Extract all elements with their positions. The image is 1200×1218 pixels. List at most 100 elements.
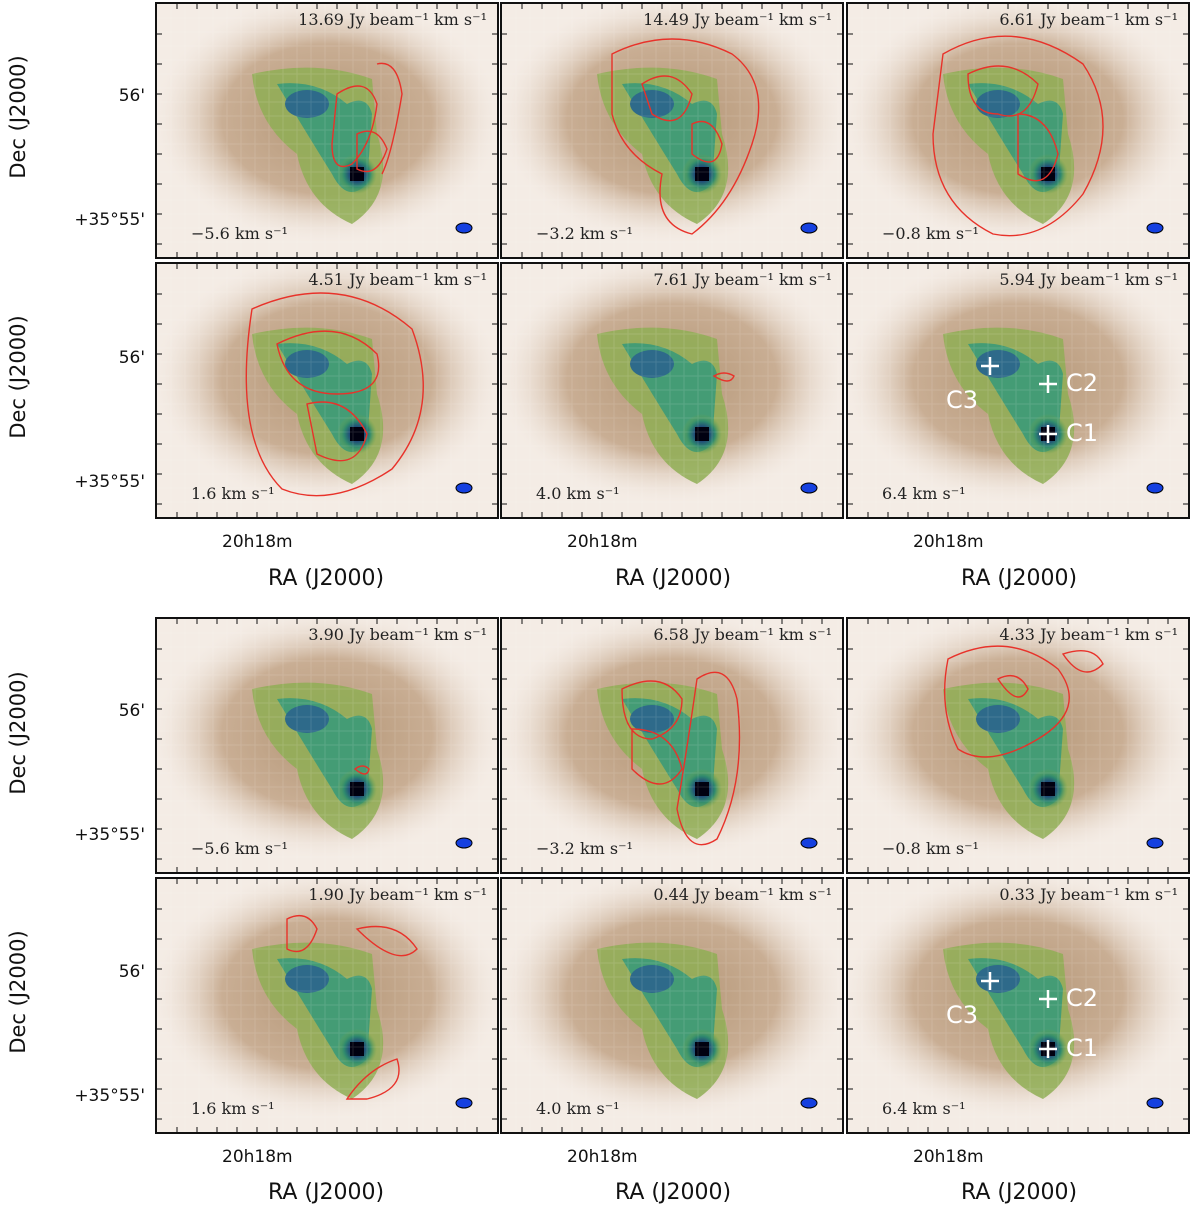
- intensity-map: [157, 619, 497, 872]
- contour: [996, 675, 1029, 698]
- y-axis-label: Dec (J2000): [6, 671, 30, 795]
- flux-label: 7.61 Jy beam⁻¹ km s⁻¹: [653, 270, 832, 289]
- contour: [641, 75, 693, 122]
- flux-label: 6.61 Jy beam⁻¹ km s⁻¹: [999, 10, 1178, 29]
- pixel-grid: [848, 879, 1188, 1132]
- pixel-grid: [502, 619, 842, 872]
- pixel-grid: [157, 619, 497, 872]
- channel-panel-10: 1.90 Jy beam⁻¹ km s⁻¹ 1.6 km s⁻¹: [155, 877, 499, 1134]
- x-axis-label: RA (J2000): [614, 1180, 732, 1205]
- channel-panel-1: 13.69 Jy beam⁻¹ km s⁻¹ −5.6 km s⁻¹: [155, 2, 499, 259]
- beam-ellipse: [455, 222, 473, 234]
- source-label-c3: C3: [946, 386, 979, 414]
- velocity-label: −5.6 km s⁻¹: [191, 839, 288, 858]
- source-label-c1: C1: [1066, 419, 1099, 447]
- contour: [944, 645, 1070, 758]
- y-tick-56: 56': [118, 86, 145, 106]
- flux-label: 13.69 Jy beam⁻¹ km s⁻¹: [298, 10, 487, 29]
- y-tick-56: 56': [118, 701, 145, 721]
- intensity-map: [157, 879, 497, 1132]
- y-tick-3555: +35°55': [74, 825, 145, 845]
- velocity-label: 4.0 km s⁻¹: [536, 484, 620, 503]
- channel-panel-3: 6.61 Jy beam⁻¹ km s⁻¹ −0.8 km s⁻¹: [846, 2, 1190, 259]
- contour: [676, 671, 741, 846]
- x-axis-label: RA (J2000): [614, 566, 732, 591]
- velocity-label: −0.8 km s⁻¹: [882, 839, 979, 858]
- x-tick: 20h18m: [222, 1147, 293, 1167]
- pixel-grid: [502, 264, 842, 517]
- contour: [245, 292, 424, 497]
- pixel-grid: [848, 264, 1188, 517]
- beam-ellipse: [455, 482, 473, 494]
- x-tick: 20h18m: [222, 532, 293, 552]
- intensity-map: [157, 264, 497, 517]
- x-axis-label: RA (J2000): [960, 1180, 1078, 1205]
- flux-label: 0.33 Jy beam⁻¹ km s⁻¹: [999, 885, 1178, 904]
- beam-ellipse: [1146, 1097, 1164, 1109]
- flux-label: 4.51 Jy beam⁻¹ km s⁻¹: [308, 270, 487, 289]
- intensity-map: [502, 879, 842, 1132]
- pixel-grid: [157, 4, 497, 257]
- contour: [306, 401, 368, 462]
- beam-ellipse: [1146, 482, 1164, 494]
- intensity-map: [848, 264, 1188, 517]
- flux-label: 14.49 Jy beam⁻¹ km s⁻¹: [643, 10, 832, 29]
- x-axis-label: RA (J2000): [267, 566, 385, 591]
- intensity-map: [848, 619, 1188, 872]
- velocity-label: −0.8 km s⁻¹: [882, 224, 979, 243]
- contour: [355, 925, 418, 957]
- contour: [331, 85, 378, 168]
- y-tick-56: 56': [118, 962, 145, 982]
- x-tick: 20h18m: [913, 532, 984, 552]
- pixel-grid: [502, 4, 842, 257]
- velocity-label: 6.4 km s⁻¹: [882, 1099, 966, 1118]
- beam-ellipse: [455, 1097, 473, 1109]
- velocity-label: −3.2 km s⁻¹: [536, 224, 633, 243]
- contour: [691, 120, 723, 163]
- x-tick: 20h18m: [567, 532, 638, 552]
- source-label-c1: C1: [1066, 1034, 1099, 1062]
- flux-label: 1.90 Jy beam⁻¹ km s⁻¹: [308, 885, 487, 904]
- channel-panel-6: 5.94 Jy beam⁻¹ km s⁻¹ 6.4 km s⁻¹ C1 C2 C3: [846, 262, 1190, 519]
- contour: [932, 35, 1104, 237]
- y-tick-56: 56': [118, 348, 145, 368]
- contour: [353, 765, 370, 775]
- channel-panel-2: 14.49 Jy beam⁻¹ km s⁻¹ −3.2 km s⁻¹: [500, 2, 844, 259]
- flux-label: 3.90 Jy beam⁻¹ km s⁻¹: [308, 625, 487, 644]
- intensity-map: [848, 879, 1188, 1132]
- y-tick-3555: +35°55': [74, 472, 145, 492]
- channel-panel-4: 4.51 Jy beam⁻¹ km s⁻¹ 1.6 km s⁻¹: [155, 262, 499, 519]
- x-tick: 20h18m: [913, 1147, 984, 1167]
- contour: [1061, 650, 1104, 673]
- velocity-label: 1.6 km s⁻¹: [191, 484, 275, 503]
- intensity-map: [848, 4, 1188, 257]
- beam-ellipse: [800, 837, 818, 849]
- intensity-map: [502, 619, 842, 872]
- beam-ellipse: [800, 482, 818, 494]
- contour: [631, 728, 683, 785]
- beam-ellipse: [1146, 222, 1164, 234]
- contour: [621, 680, 683, 740]
- contour: [611, 38, 760, 235]
- contour: [356, 130, 388, 173]
- pixel-grid: [157, 264, 497, 517]
- y-tick-3555: +35°55': [74, 1086, 145, 1106]
- velocity-label: 1.6 km s⁻¹: [191, 1099, 275, 1118]
- channel-panel-7: 3.90 Jy beam⁻¹ km s⁻¹ −5.6 km s⁻¹: [155, 617, 499, 874]
- source-label-c2: C2: [1066, 984, 1099, 1012]
- contour: [276, 330, 380, 395]
- source-label-c2: C2: [1066, 369, 1099, 397]
- beam-ellipse: [800, 1097, 818, 1109]
- pixel-grid: [848, 619, 1188, 872]
- channel-panel-12: 0.33 Jy beam⁻¹ km s⁻¹ 6.4 km s⁻¹ C1 C2 C3: [846, 877, 1190, 1134]
- y-axis-label: Dec (J2000): [6, 315, 30, 439]
- y-tick-3555: +35°55': [74, 210, 145, 230]
- velocity-label: −3.2 km s⁻¹: [536, 839, 633, 858]
- source-label-c3: C3: [946, 1001, 979, 1029]
- beam-ellipse: [455, 837, 473, 849]
- x-tick: 20h18m: [567, 1147, 638, 1167]
- velocity-label: 6.4 km s⁻¹: [882, 484, 966, 503]
- contour: [967, 65, 1039, 117]
- y-axis-label: Dec (J2000): [6, 55, 30, 179]
